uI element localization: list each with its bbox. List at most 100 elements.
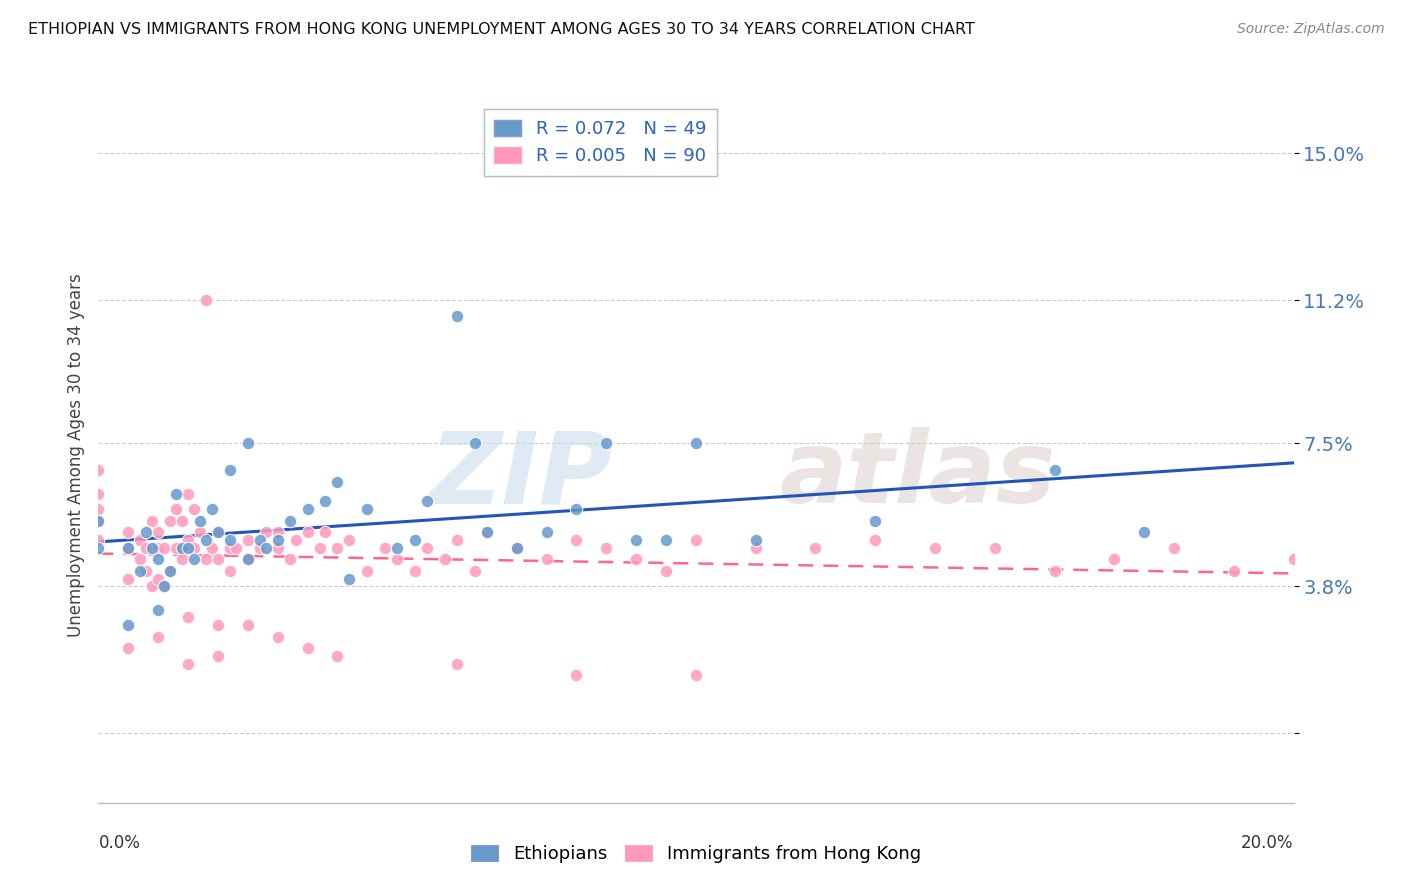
Point [117, 618, 139, 632]
Point [87, 486, 110, 500]
Point [159, 564, 181, 578]
Point [804, 541, 827, 555]
Point [87, 463, 110, 477]
Point [249, 533, 271, 547]
Text: ZIP: ZIP [429, 427, 612, 524]
Point [464, 436, 486, 450]
Point [135, 525, 157, 540]
Point [177, 533, 200, 547]
Point [624, 552, 647, 566]
Point [356, 564, 378, 578]
Point [148, 602, 170, 616]
Point [374, 541, 396, 555]
Point [267, 525, 290, 540]
Point [129, 564, 152, 578]
Point [404, 533, 426, 547]
Point [404, 564, 426, 578]
Point [475, 525, 498, 540]
Point [172, 552, 194, 566]
Point [219, 533, 242, 547]
Point [117, 572, 139, 586]
Point [207, 525, 229, 540]
Point [188, 525, 211, 540]
Point [297, 641, 319, 656]
Point [434, 552, 457, 566]
Point [315, 494, 337, 508]
Point [416, 541, 439, 555]
Text: Source: ZipAtlas.com: Source: ZipAtlas.com [1237, 22, 1385, 37]
Point [506, 541, 529, 555]
Point [153, 579, 176, 593]
Point [177, 657, 200, 671]
Point [148, 552, 170, 566]
Point [135, 564, 157, 578]
Point [267, 541, 290, 555]
Point [278, 552, 301, 566]
Point [506, 541, 529, 555]
Point [446, 657, 468, 671]
Point [865, 514, 887, 528]
Point [165, 486, 187, 500]
Point [225, 541, 247, 555]
Point [194, 533, 218, 547]
Point [267, 533, 290, 547]
Point [745, 541, 768, 555]
Point [1043, 564, 1066, 578]
Point [595, 436, 617, 450]
Point [207, 552, 229, 566]
Point [339, 572, 360, 586]
Point [219, 541, 242, 555]
Point [236, 533, 259, 547]
Point [624, 533, 647, 547]
Point [153, 541, 176, 555]
Point [249, 541, 271, 555]
Point [207, 525, 229, 540]
Point [117, 541, 139, 555]
Point [165, 541, 187, 555]
Point [475, 525, 498, 540]
Point [141, 514, 163, 528]
Point [236, 618, 259, 632]
Point [308, 541, 330, 555]
Legend: R = 0.072   N = 49, R = 0.005   N = 90: R = 0.072 N = 49, R = 0.005 N = 90 [484, 109, 717, 177]
Point [194, 293, 218, 308]
Point [236, 552, 259, 566]
Point [177, 541, 200, 555]
Point [254, 541, 277, 555]
Point [87, 502, 110, 516]
Point [87, 541, 110, 555]
Point [183, 552, 205, 566]
Text: ETHIOPIAN VS IMMIGRANTS FROM HONG KONG UNEMPLOYMENT AMONG AGES 30 TO 34 YEARS CO: ETHIOPIAN VS IMMIGRANTS FROM HONG KONG U… [28, 22, 974, 37]
Point [297, 502, 319, 516]
Point [565, 533, 588, 547]
Point [172, 514, 194, 528]
Text: 0.0%: 0.0% [98, 834, 141, 852]
Point [1163, 541, 1185, 555]
Point [135, 541, 157, 555]
Point [385, 552, 409, 566]
Point [284, 533, 307, 547]
Point [188, 514, 211, 528]
Point [148, 572, 170, 586]
Point [315, 525, 337, 540]
Point [194, 552, 218, 566]
Point [117, 541, 139, 555]
Point [446, 533, 468, 547]
Point [1104, 552, 1126, 566]
Point [1043, 463, 1066, 477]
Point [87, 514, 110, 528]
Point [129, 552, 152, 566]
Point [172, 541, 194, 555]
Point [464, 564, 486, 578]
Point [536, 552, 558, 566]
Point [177, 486, 200, 500]
Point [267, 630, 290, 644]
Point [87, 533, 110, 547]
Point [183, 502, 205, 516]
Point [117, 525, 139, 540]
Point [924, 541, 946, 555]
Point [655, 533, 678, 547]
Point [117, 641, 139, 656]
Point [685, 436, 707, 450]
Point [565, 668, 588, 682]
